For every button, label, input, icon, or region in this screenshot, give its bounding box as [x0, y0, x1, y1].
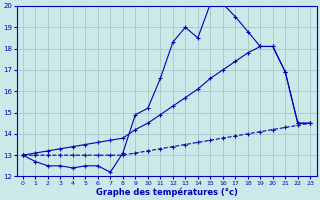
X-axis label: Graphe des températures (°c): Graphe des températures (°c): [96, 187, 237, 197]
